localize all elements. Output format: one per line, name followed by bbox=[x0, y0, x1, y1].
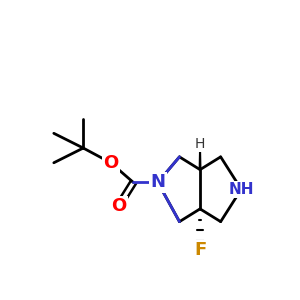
Text: NH: NH bbox=[229, 182, 254, 197]
Text: O: O bbox=[103, 154, 118, 172]
Text: H: H bbox=[195, 137, 205, 151]
Text: O: O bbox=[111, 197, 126, 215]
Polygon shape bbox=[199, 148, 201, 170]
Text: N: N bbox=[150, 173, 165, 191]
Text: N: N bbox=[150, 173, 165, 191]
Text: F: F bbox=[194, 241, 206, 259]
